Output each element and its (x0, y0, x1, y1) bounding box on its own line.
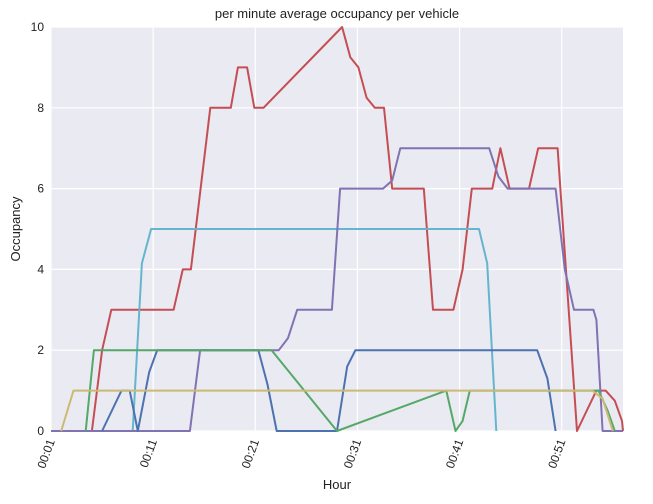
y-tick-label: 8 (37, 101, 44, 115)
x-tick-label: 00:51 (545, 437, 569, 470)
series-line-5 (84, 349, 616, 432)
y-axis-ticks: 0 2 4 6 8 10 (31, 20, 45, 438)
x-tick-label: 00:01 (34, 437, 58, 470)
series-line-1 (90, 26, 624, 432)
y-axis-title: Occupancy (8, 196, 23, 262)
x-axis-ticks: 00:01 00:11 00:21 00:31 00:41 00:51 (34, 437, 568, 470)
series-group (51, 26, 624, 432)
x-tick-label: 00:31 (341, 437, 365, 470)
y-tick-label: 6 (37, 182, 44, 196)
y-tick-label: 2 (37, 343, 44, 357)
series-line-2 (131, 228, 498, 432)
y-tick-label: 10 (31, 20, 45, 34)
x-tick-label: 00:21 (239, 437, 263, 470)
chart-title: per minute average occupancy per vehicle (215, 6, 459, 21)
x-tick-label: 00:11 (137, 437, 160, 469)
x-axis-title: Hour (323, 477, 352, 492)
series-line-6 (60, 389, 614, 432)
x-tick-label: 00:41 (443, 437, 467, 470)
series-line-4 (101, 349, 557, 432)
y-tick-label: 4 (37, 262, 44, 276)
y-tick-label: 0 (37, 424, 44, 438)
